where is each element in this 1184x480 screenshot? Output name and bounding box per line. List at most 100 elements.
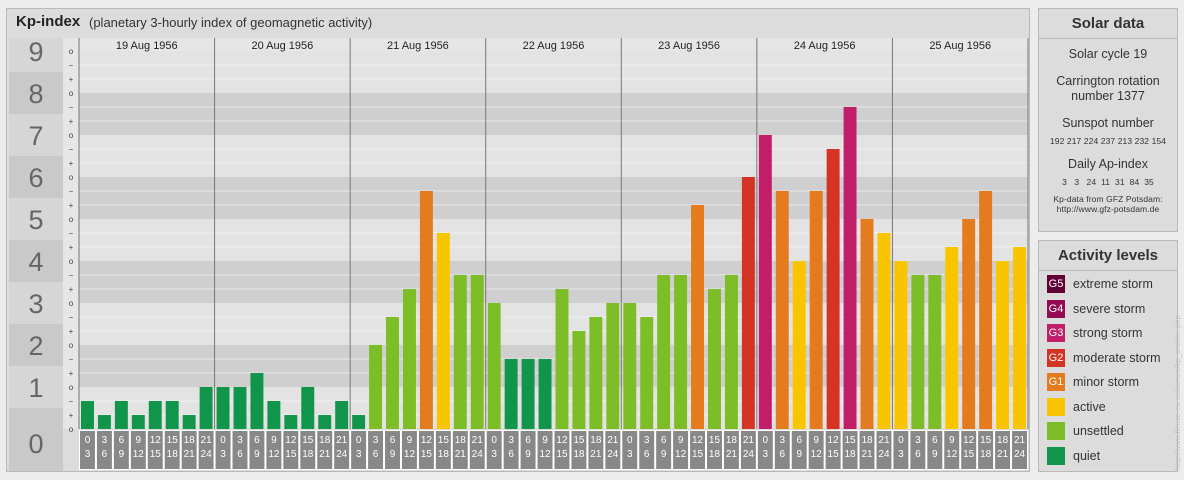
time-slot-bg: [639, 431, 655, 469]
time-slot-bg: [334, 431, 350, 469]
time-start-label: 18: [590, 435, 602, 446]
time-slot-bg: [825, 431, 841, 469]
time-end-label: 12: [133, 449, 145, 460]
y-axis-band: [9, 282, 63, 324]
time-end-label: 18: [167, 449, 179, 460]
time-slot-bg: [486, 431, 502, 469]
legend-item: G2 moderate storm: [1047, 348, 1161, 367]
time-start-label: 9: [271, 435, 277, 446]
y-minor-label: +: [69, 369, 74, 378]
ap-values: 3 3 24 11 31 84 35: [1062, 177, 1154, 187]
y-minor-label: o: [69, 215, 74, 224]
time-end-label: 12: [675, 449, 687, 460]
time-slot-bg: [757, 431, 773, 469]
kp-bar: [741, 177, 755, 429]
time-start-label: 18: [861, 435, 873, 446]
kp-bar: [555, 289, 569, 429]
time-start-label: 15: [167, 435, 179, 446]
carrington-line-2: number 1377: [1071, 89, 1145, 103]
legend-swatch: G4: [1047, 299, 1065, 318]
time-start-label: 3: [237, 435, 243, 446]
time-end-label: 24: [878, 449, 890, 460]
legend-item: G5 extreme storm: [1047, 275, 1153, 293]
kp-bar: [894, 261, 908, 429]
time-slot-bg: [859, 431, 875, 469]
y-tick-label: 1: [28, 373, 43, 403]
y-axis-band: [9, 366, 63, 408]
time-start-label: 3: [644, 435, 650, 446]
time-slot-bg: [96, 431, 112, 469]
y-tick-label: 7: [28, 121, 43, 151]
time-start-label: 3: [915, 435, 921, 446]
credit-line-1: Kp-data from GFZ Potsdam:: [1053, 194, 1163, 204]
time-end-label: 3: [356, 449, 362, 460]
day-label: 25 Aug 1956: [929, 40, 991, 52]
time-end-label: 18: [438, 449, 450, 460]
time-slot-bg: [554, 431, 570, 469]
time-start-label: 0: [763, 435, 769, 446]
y-tick-label: 3: [28, 289, 43, 319]
y-minor-label: o: [69, 89, 74, 98]
time-end-label: 12: [946, 449, 958, 460]
kp-bar: [470, 274, 484, 429]
time-end-label: 3: [763, 449, 769, 460]
time-slot-bg: [249, 431, 265, 469]
y-minor-label: +: [69, 285, 74, 294]
time-slot-bg: [113, 431, 129, 469]
solar-cycle: Solar cycle 19: [1068, 47, 1148, 61]
y-minor-label: +: [69, 159, 74, 168]
chart-subtitle: (planetary 3-hourly index of geomagnetic…: [89, 15, 373, 30]
day-label: 20 Aug 1956: [251, 40, 313, 52]
kp-bar: [572, 331, 586, 429]
date-header-strip: [79, 38, 1028, 51]
time-slot-bg: [588, 431, 604, 469]
time-start-label: 3: [102, 435, 108, 446]
y-minor-label: o: [69, 131, 74, 140]
time-end-label: 15: [692, 449, 704, 460]
time-end-label: 6: [644, 449, 650, 460]
legend-label: severe storm: [1073, 301, 1146, 316]
time-end-label: 18: [980, 449, 992, 460]
y-minor-label: −: [69, 61, 74, 70]
credit-line-2: http://www.gfz-potsdam.de: [1056, 204, 1160, 214]
time-slot-bg: [842, 431, 858, 469]
time-end-label: 12: [268, 449, 280, 460]
time-start-label: 15: [980, 435, 992, 446]
time-start-label: 12: [828, 435, 840, 446]
kp-chart-panel: Kp-index (planetary 3-hourly index of ge…: [6, 8, 1030, 472]
time-end-label: 24: [1014, 449, 1026, 460]
y-minor-label: +: [69, 327, 74, 336]
time-end-label: 3: [85, 449, 91, 460]
sunspot-label: Sunspot number: [1062, 116, 1154, 130]
time-end-label: 3: [220, 449, 226, 460]
kp-bar: [962, 219, 976, 429]
time-slot-bg: [1012, 431, 1027, 469]
kp-bar: [453, 274, 467, 429]
kp-bar: [436, 232, 450, 429]
time-end-label: 21: [861, 449, 873, 460]
legend-label: unsettled: [1073, 424, 1124, 438]
kp-bar: [402, 289, 416, 429]
y-axis-band: [9, 198, 63, 240]
legend-label: moderate storm: [1073, 350, 1161, 365]
y-minor-label: +: [69, 411, 74, 420]
time-start-label: 3: [779, 435, 785, 446]
legend-label: strong storm: [1073, 326, 1143, 340]
time-start-label: 9: [678, 435, 684, 446]
legend-swatch: G1: [1047, 373, 1065, 391]
time-slot-bg: [876, 431, 892, 469]
kp-bar: [928, 274, 942, 429]
y-minor-label: −: [69, 397, 74, 406]
time-slot-bg: [283, 431, 299, 469]
time-slot-bg: [961, 431, 977, 469]
legend-item: G3 strong storm: [1047, 324, 1142, 342]
time-slot-bg: [673, 431, 689, 469]
time-end-label: 15: [963, 449, 975, 460]
kp-bar: [674, 274, 688, 429]
y-tick-label: 4: [28, 247, 43, 277]
legend-label: extreme storm: [1073, 277, 1153, 291]
time-slot-bg: [80, 431, 95, 469]
y-minor-label: o: [69, 173, 74, 182]
time-start-label: 12: [963, 435, 975, 446]
y-minor-label: +: [69, 117, 74, 126]
